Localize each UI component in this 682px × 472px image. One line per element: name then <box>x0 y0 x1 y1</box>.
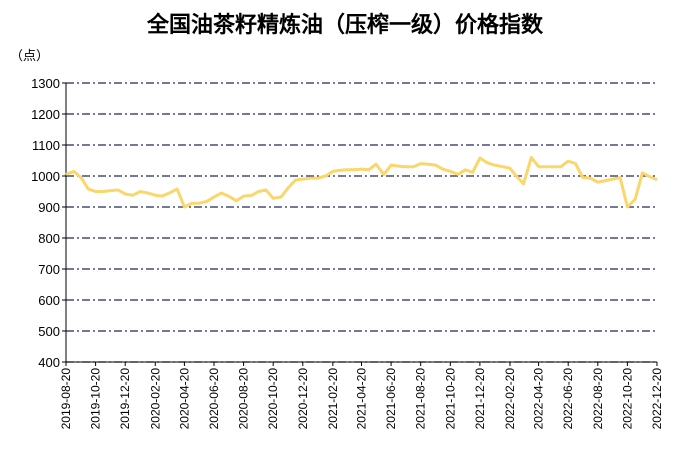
x-tick-label: 2021-02-20 <box>326 368 340 430</box>
x-tick-label: 2020-02-20 <box>148 368 162 430</box>
x-tick-label: 2020-12-20 <box>296 368 310 430</box>
y-tick-label: 800 <box>38 231 60 246</box>
x-tick-label: 2022-10-20 <box>620 368 634 430</box>
x-tick-label: 2022-08-20 <box>591 368 605 430</box>
x-tick-label: 2020-08-20 <box>237 368 251 430</box>
x-tick-label: 2021-10-20 <box>443 368 457 430</box>
y-tick-label: 1100 <box>32 138 60 153</box>
y-tick-label: 400 <box>38 355 60 370</box>
y-tick-label: 1300 <box>31 76 60 91</box>
y-tick-label: 600 <box>38 293 60 308</box>
y-tick-label: 1200 <box>31 107 60 122</box>
line <box>65 155 658 209</box>
x-tick-label: 2019-12-20 <box>118 368 132 430</box>
y-tick-label: 1000 <box>31 169 60 184</box>
x-tick-label: 2021-04-20 <box>355 368 369 430</box>
x-tick-label: 2022-06-20 <box>561 368 575 430</box>
x-tick-label: 2022-02-20 <box>503 368 517 430</box>
x-tick-label: 2022-04-20 <box>532 368 546 430</box>
x-tick-label: 2021-08-20 <box>414 368 428 430</box>
x-tick-label: 2022-12-20 <box>650 368 664 430</box>
y-tick-label: 900 <box>38 200 60 215</box>
x-tick-label: 2021-12-20 <box>473 368 487 430</box>
x-tick-label: 2019-08-20 <box>59 368 73 430</box>
x-tick-label: 2021-06-20 <box>384 368 398 430</box>
y-tick-label: 700 <box>38 262 60 277</box>
y-axis-label: （点） <box>10 48 49 63</box>
x-tick-label: 2019-10-20 <box>89 368 103 430</box>
chart-title: 全国油茶籽精炼油（压榨一级）价格指数 <box>146 12 544 37</box>
y-tick-label: 500 <box>38 324 60 339</box>
x-tick-label: 2020-06-20 <box>207 368 221 430</box>
x-tick-label: 2020-10-20 <box>266 368 280 430</box>
x-tick-label: 2020-04-20 <box>177 368 191 430</box>
